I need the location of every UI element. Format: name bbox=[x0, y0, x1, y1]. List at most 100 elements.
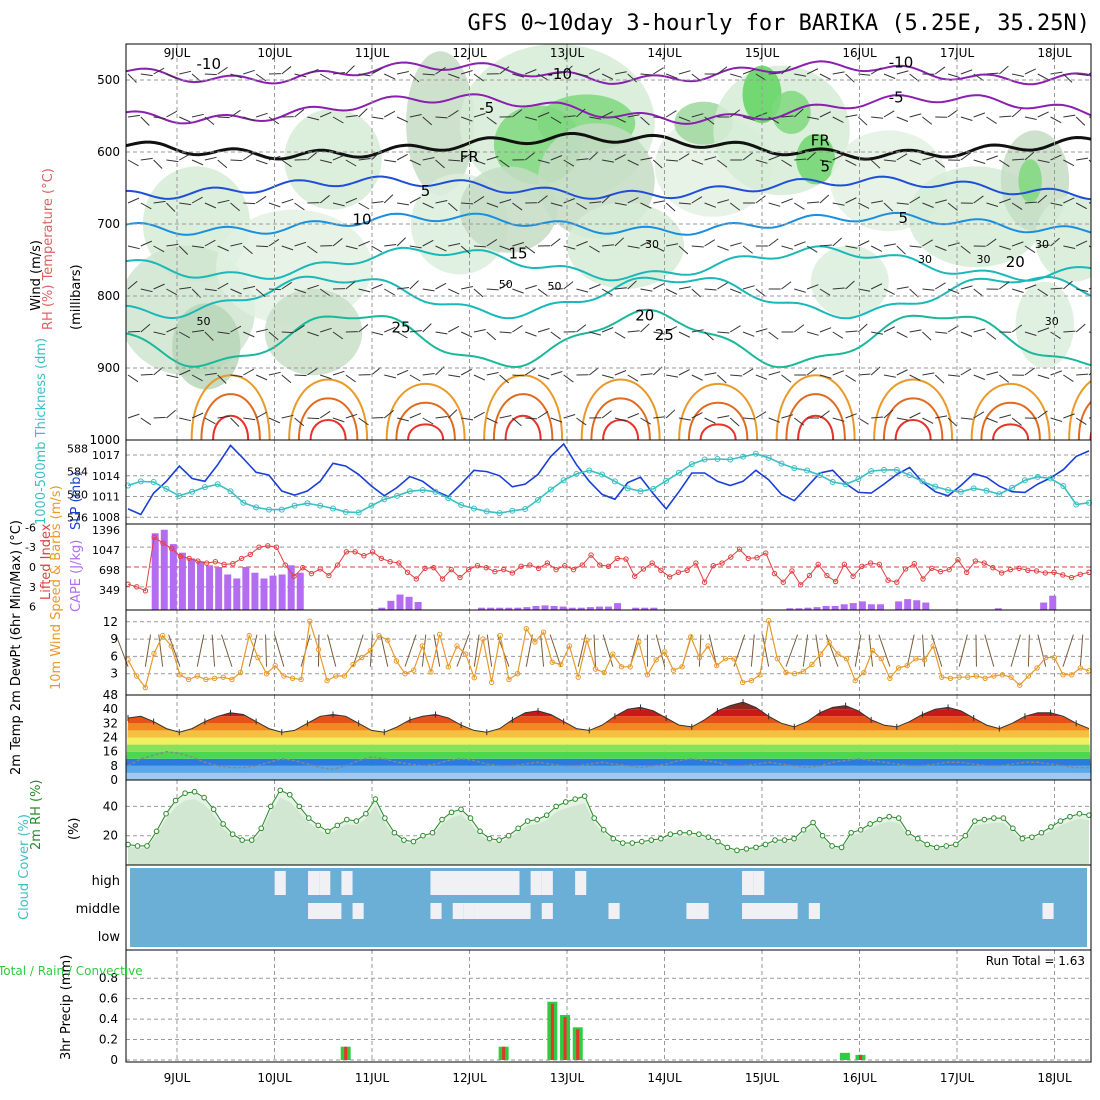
wind-speed-point bbox=[965, 674, 971, 680]
wind-barb bbox=[678, 153, 690, 161]
wind-barb bbox=[614, 417, 627, 422]
rh-point bbox=[182, 790, 188, 796]
wind-barb bbox=[868, 634, 874, 667]
wind-speed-point bbox=[523, 625, 529, 632]
wind-barb bbox=[781, 65, 791, 75]
cloud-cell bbox=[1042, 903, 1054, 919]
rh-tick-label: 20 bbox=[103, 829, 118, 843]
wind-barb bbox=[294, 417, 305, 427]
temperature-contour bbox=[200, 393, 261, 441]
lifted-index-point bbox=[142, 588, 149, 594]
wind-barb bbox=[537, 112, 550, 118]
wind-barb bbox=[460, 153, 472, 161]
wind-barb bbox=[211, 634, 216, 667]
x-day-label-bottom: 17JUL bbox=[940, 1071, 975, 1085]
wind-barb bbox=[678, 116, 691, 122]
wind-barb bbox=[422, 202, 434, 209]
wind-barb bbox=[627, 413, 640, 419]
wind-barb bbox=[255, 112, 268, 118]
rh-point bbox=[172, 797, 179, 804]
thickness-point bbox=[483, 508, 490, 515]
wind-speed-point bbox=[514, 670, 521, 677]
wind-speed-point bbox=[540, 629, 547, 635]
wind-barb bbox=[698, 634, 702, 667]
wind-speed-point bbox=[558, 661, 564, 668]
wind-barb bbox=[958, 634, 968, 667]
lifted-index-point bbox=[579, 562, 585, 568]
wind-barb bbox=[273, 634, 285, 667]
wind-barb bbox=[486, 288, 499, 291]
lifted-index-point bbox=[929, 565, 935, 572]
lifted-index-point bbox=[308, 570, 315, 577]
wind-barb bbox=[1050, 116, 1062, 124]
rh-contour-label: 30 bbox=[1045, 315, 1059, 328]
dewpoint-line bbox=[127, 750, 1089, 771]
cape-bar bbox=[632, 607, 640, 610]
thickness-point bbox=[996, 491, 1003, 498]
wind-barb bbox=[281, 281, 292, 290]
contour-label: 25 bbox=[655, 326, 674, 344]
rh-point bbox=[515, 825, 521, 832]
cape-bar bbox=[242, 567, 250, 610]
cape-bar bbox=[541, 605, 549, 610]
contour-label: FR bbox=[460, 148, 479, 166]
pressure-tick-label: 600 bbox=[97, 145, 120, 159]
lifted-index-point bbox=[806, 572, 813, 579]
wind-barb bbox=[204, 372, 217, 376]
wind-barb bbox=[730, 288, 742, 294]
wind-barb bbox=[332, 154, 345, 161]
wind-barb bbox=[1050, 287, 1063, 290]
lifted-index-point bbox=[614, 555, 620, 562]
wind-barb bbox=[922, 372, 935, 376]
precip-tick-label: 0.8 bbox=[99, 971, 118, 985]
wind-speed-point bbox=[1051, 654, 1058, 661]
wind-speed-point bbox=[350, 661, 356, 668]
temperature-contour bbox=[309, 419, 347, 441]
wind-barb bbox=[640, 240, 652, 247]
wind-barb bbox=[256, 245, 269, 248]
temperature-contour bbox=[126, 275, 1091, 320]
wind-barb bbox=[281, 198, 294, 204]
wind-barb bbox=[768, 417, 781, 423]
wind-barb bbox=[691, 245, 704, 248]
temperature-contour bbox=[126, 60, 1091, 86]
wind-barb bbox=[845, 73, 855, 83]
temperature-contour bbox=[288, 378, 369, 441]
wind-barb bbox=[204, 73, 217, 76]
wind-barb bbox=[153, 67, 165, 75]
wind-barb bbox=[499, 199, 512, 204]
wind-barb bbox=[332, 72, 345, 75]
wind-barb bbox=[221, 634, 233, 667]
wind-barb bbox=[931, 634, 943, 667]
wind-barb bbox=[922, 116, 933, 125]
rh-shading bbox=[1018, 159, 1042, 203]
wind-barb bbox=[166, 159, 179, 163]
wind-barb bbox=[369, 634, 373, 667]
lifted-index-point bbox=[422, 565, 428, 572]
wind-barb bbox=[1050, 331, 1061, 339]
lifted-index-point bbox=[911, 560, 917, 567]
wind-barb bbox=[986, 202, 999, 207]
wind-barb bbox=[371, 331, 384, 336]
wind-barb bbox=[627, 280, 637, 290]
wind-barb bbox=[960, 69, 973, 75]
contour-label: -5 bbox=[889, 88, 904, 106]
wind-barb bbox=[998, 374, 1010, 383]
wind-barb bbox=[255, 374, 268, 381]
wind-barb bbox=[358, 158, 371, 161]
wind-speed-point bbox=[878, 655, 884, 662]
wind-barb bbox=[1075, 323, 1086, 333]
temp-tick-label: 48 bbox=[103, 688, 118, 702]
wind-barb bbox=[196, 634, 205, 667]
wind-barb bbox=[127, 114, 140, 118]
wind-barb bbox=[909, 159, 921, 165]
rh-contour-label: 50 bbox=[548, 280, 562, 293]
thickness-point bbox=[445, 495, 452, 502]
precip-axis-title: 3hr Precip (mm) bbox=[59, 955, 74, 1060]
wind-barb bbox=[358, 108, 368, 118]
wind-speed-point bbox=[289, 675, 296, 682]
rh-point bbox=[334, 822, 341, 829]
thickness-point bbox=[406, 488, 413, 495]
wind-barb bbox=[512, 325, 523, 333]
